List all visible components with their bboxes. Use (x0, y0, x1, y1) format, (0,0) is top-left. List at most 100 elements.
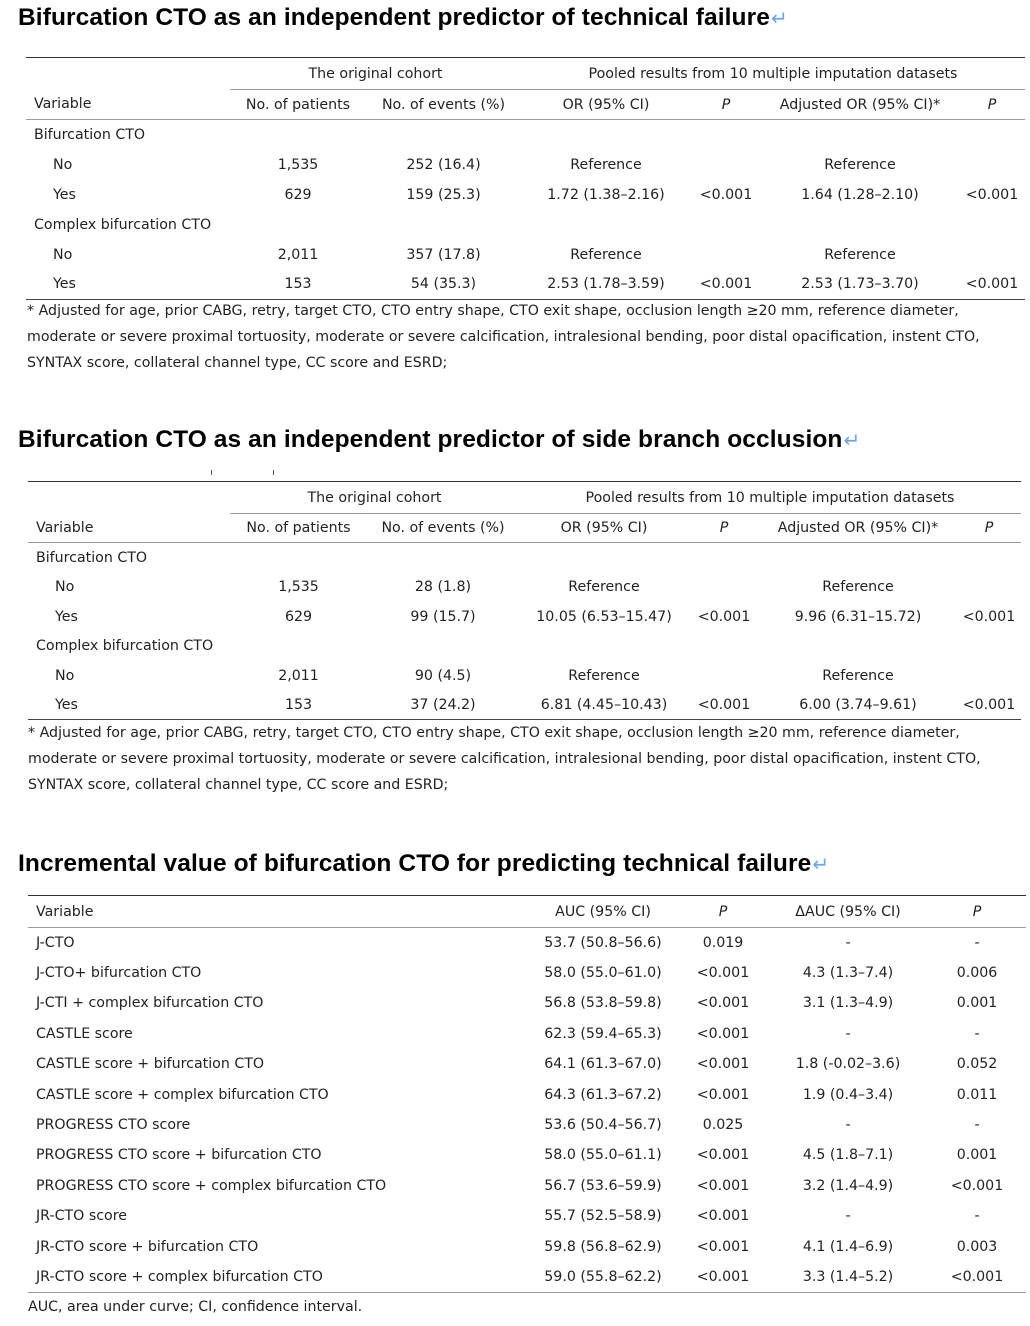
table1-title-text: Bifurcation CTO as an independent predic… (18, 4, 770, 31)
table-row: No 1,535 28 (1.8) Reference Reference (28, 573, 1021, 602)
cell-events: 357 (17.8) (406, 246, 481, 263)
cell-variable: Yes (53, 186, 76, 203)
cell-auc: 59.0 (55.8–62.2) (544, 1268, 662, 1285)
cell-delta-p: 0.001 (956, 995, 998, 1012)
table-row: PROGRESS CTO score 53.6 (50.4–56.7) 0.025 -… (28, 1110, 1026, 1140)
table-row: No 2,011 90 (4.5) Reference Reference (28, 661, 1021, 691)
cell-auc: 56.8 (53.8–59.8) (544, 995, 662, 1012)
table-row-group: Bifurcation CTO (26, 120, 1025, 150)
cell-p: <0.001 (696, 995, 750, 1012)
cell-adj-or: 9.96 (6.31–15.72) (794, 608, 922, 625)
table-row: JR-CTO score + complex bifurcation CTO 59… (28, 1262, 1026, 1293)
row-group-label: Bifurcation CTO (36, 549, 148, 566)
table-row: JR-CTO score 55.7 (52.5–58.9) <0.001 - - (28, 1201, 1026, 1231)
col-header-events: No. of events (%) (381, 96, 506, 113)
empty-cell (230, 120, 1025, 150)
cell-adj-or: Reference (824, 246, 896, 263)
cell-variable: CASTLE score (36, 1025, 133, 1042)
table3-footnote: AUC, area under curve; CI, confidence in… (28, 1299, 363, 1315)
table-row: No 2,011 357 (17.8) Reference Reference (26, 240, 1025, 270)
cell-delta-p: 0.011 (956, 1086, 998, 1103)
col-header-variable: Variable (36, 903, 94, 920)
cell-variable: CASTLE score + bifurcation CTO (36, 1056, 265, 1073)
cell-adj-p: <0.001 (962, 608, 1016, 625)
cell-variable: PROGRESS CTO score + bifurcation CTO (36, 1147, 322, 1164)
table1-group-header-row: The original cohort Pooled results from … (26, 57, 1025, 90)
table3: Variable AUC (95% CI) P ΔAUC (95% CI) P … (28, 895, 1026, 1293)
cell-auc: 64.1 (61.3–67.0) (544, 1056, 662, 1073)
stray-tick-mark (211, 470, 212, 475)
cell-or: 2.53 (1.78–3.59) (547, 276, 665, 293)
cell-delta-auc: 4.3 (1.3–7.4) (802, 965, 894, 982)
cell-p: 0.019 (702, 934, 744, 951)
cell-variable: No (55, 579, 75, 595)
cell-p: 0.025 (702, 1117, 744, 1134)
cell-delta-auc: 4.5 (1.8–7.1) (802, 1147, 894, 1164)
table3-title: Incremental value of bifurcation CTO for… (18, 850, 829, 878)
return-mark-icon: ↵ (812, 854, 830, 876)
cell-delta-p: - (974, 934, 980, 951)
cell-patients: 2,011 (277, 246, 319, 263)
cell-delta-p: <0.001 (950, 1177, 1004, 1194)
empty-cell (28, 482, 230, 514)
cell-variable: No (55, 667, 75, 684)
cell-p: <0.001 (696, 1177, 750, 1194)
cell-adj-p (957, 573, 1021, 602)
cell-variable: J-CTO+ bifurcation CTO (36, 965, 202, 982)
cell-variable: PROGRESS CTO score (36, 1117, 191, 1134)
table2-group-header-row: The original cohort Pooled results from … (28, 481, 1021, 514)
col-header-events: No. of events (%) (381, 520, 505, 536)
cell-events: 159 (25.3) (406, 186, 481, 203)
cell-delta-p: 0.006 (956, 965, 998, 982)
cell-variable: Yes (55, 696, 78, 713)
col-header-delta-p: P (972, 903, 982, 920)
cell-events: 28 (1.8) (414, 579, 472, 595)
group-header-original: The original cohort (230, 481, 519, 514)
cell-p (689, 661, 759, 691)
cell-auc: 58.0 (55.0–61.1) (544, 1147, 662, 1164)
cell-events: 37 (24.2) (410, 696, 476, 713)
empty-cell (230, 632, 1021, 661)
table1-footnote: * Adjusted for age, prior CABG, retry, t… (27, 303, 980, 371)
table3-title-text: Incremental value of bifurcation CTO for… (18, 850, 812, 877)
cell-auc: 64.3 (61.3–67.2) (544, 1086, 662, 1103)
table1-body: Bifurcation CTO No 1,535 252 (16.4) Refe… (26, 120, 1025, 300)
col-header-patients: No. of patients (245, 96, 351, 113)
table-row: CASTLE score + bifurcation CTO 64.1 (61.3… (28, 1049, 1026, 1079)
cell-patients: 1,535 (278, 579, 319, 595)
cell-patients: 2,011 (278, 667, 319, 684)
col-header-auc: AUC (95% CI) (555, 903, 651, 920)
table2-body: Bifurcation CTO No 1,535 28 (1.8) Refere… (28, 543, 1021, 720)
table-row: CASTLE score + complex bifurcation CTO 64… (28, 1079, 1026, 1109)
cell-delta-auc: - (845, 1208, 851, 1225)
cell-p: <0.001 (696, 1056, 750, 1073)
cell-adj-p (959, 150, 1025, 180)
cell-adj-p: <0.001 (962, 696, 1016, 713)
cell-p (691, 150, 761, 180)
cell-adj-p: <0.001 (965, 186, 1019, 203)
cell-delta-p: 0.003 (956, 1238, 998, 1255)
cell-adj-p: <0.001 (965, 276, 1019, 293)
cell-delta-auc: - (845, 1117, 851, 1134)
cell-auc: 53.7 (50.8–56.6) (544, 934, 662, 951)
table2-title: Bifurcation CTO as an independent predic… (18, 426, 860, 454)
col-header-adj-p: P (987, 96, 997, 113)
cell-or: 6.81 (4.45–10.43) (540, 696, 668, 713)
row-group-label: Bifurcation CTO (34, 126, 146, 143)
table3-body: J-CTO 53.7 (50.8–56.6) 0.019 - - J-CTO+ bifur… (28, 928, 1026, 1293)
cell-variable: Yes (53, 276, 76, 293)
cell-adj-or: Reference (822, 579, 894, 595)
col-header-p: P (721, 96, 731, 113)
group-header-pooled: Pooled results from 10 multiple imputati… (519, 481, 1021, 514)
cell-or: Reference (568, 579, 640, 595)
cell-adj-or: 1.64 (1.28–2.10) (801, 186, 919, 203)
cell-patients: 1,535 (277, 156, 319, 173)
cell-events: 99 (15.7) (410, 608, 476, 625)
table-row-group: Complex bifurcation CTO (28, 632, 1021, 661)
table2-header-row: Variable No. of patients No. of events (… (28, 514, 1021, 543)
cell-delta-auc: 1.8 (-0.02–3.6) (795, 1056, 901, 1073)
cell-variable: No (53, 246, 73, 263)
table-row: Yes 629 159 (25.3) 1.72 (1.38–2.16) <0.0… (26, 180, 1025, 210)
table-row: J-CTO+ bifurcation CTO 58.0 (55.0–61.0) <0… (28, 958, 1026, 988)
cell-delta-auc: 3.1 (1.3–4.9) (802, 995, 894, 1012)
